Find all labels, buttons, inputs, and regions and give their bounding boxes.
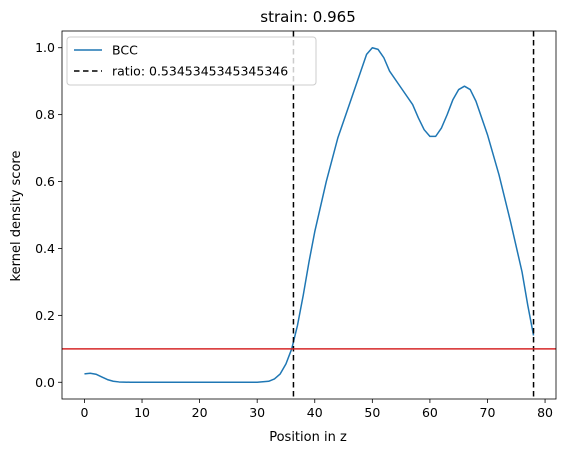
x-tick-label: 0 [80,405,88,420]
x-tick-label: 20 [192,405,208,420]
y-axis-label: kernel density score [9,151,24,282]
axes-frame [61,30,557,400]
legend-series-label: BCC [112,43,138,58]
plot-area [61,30,557,400]
x-axis-label: Position in z [269,430,347,445]
y-tick-label: 0.8 [35,107,55,122]
axis-ticks: 0 10 20 30 40 50 60 70 80 0.0 0.2 0.4 0.6 0.8 1.0 [35,40,553,420]
x-tick-label: 40 [307,405,323,420]
x-tick-label: 70 [480,405,496,420]
x-tick-label: 50 [364,405,380,420]
series-line-bcc [84,46,535,384]
legend-box [66,36,317,86]
y-tick-label: 1.0 [35,40,55,55]
chart-title: strain: 0.965 [260,8,356,26]
y-tick-label: 0.4 [35,241,55,256]
legend-ratio-label: ratio: 0.5345345345345346 [112,64,288,79]
y-tick-label: 0.0 [35,375,55,390]
y-tick-label: 0.6 [35,174,55,189]
x-tick-label: 80 [537,405,553,420]
legend: BCC ratio: 0.5345345345345346 [66,36,317,86]
x-tick-label: 10 [134,405,150,420]
x-tick-label: 30 [249,405,265,420]
x-tick-label: 60 [422,405,438,420]
y-tick-label: 0.2 [35,308,55,323]
